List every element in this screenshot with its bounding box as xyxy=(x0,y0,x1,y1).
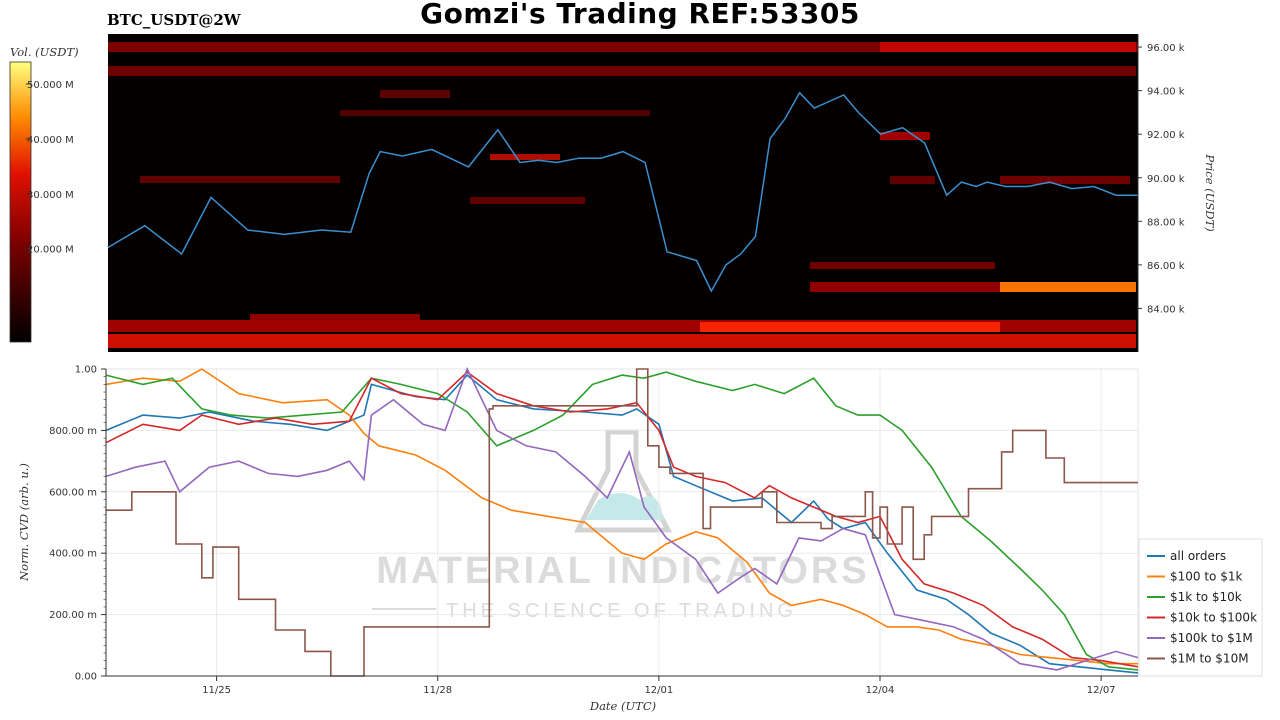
cvd-y-axis: 0.00 200.00 m 400.00 m 600.00 m 800.00 m 1.00 xyxy=(49,365,106,683)
legend-label: $100k to $1M xyxy=(1170,631,1253,645)
flask-icon xyxy=(573,429,673,533)
cvd-y-tick-label: 200.00 m xyxy=(49,610,97,621)
heatmap-cell xyxy=(470,197,585,204)
price-tick-label: 86.00 k xyxy=(1147,261,1185,272)
price-tick-label: 96.00 k xyxy=(1147,43,1185,54)
heatmap-cell xyxy=(890,176,935,184)
price-line xyxy=(107,91,1138,293)
price-tick-label: 90.00 k xyxy=(1147,174,1185,185)
cvd-line-all_orders xyxy=(105,373,1139,674)
watermark-tagline: THE SCIENCE OF TRADING xyxy=(446,600,797,622)
price-tick-label: 92.00 k xyxy=(1147,130,1185,141)
colorbar-gradient xyxy=(9,61,32,343)
price-tick-label: 94.00 k xyxy=(1147,87,1185,98)
cvd-x-tick-label: 12/04 xyxy=(866,685,895,696)
cvd-y-tick-label: 600.00 m xyxy=(49,487,97,498)
heatmap-cell xyxy=(880,132,930,140)
cvd-y-tick-label: 800.00 m xyxy=(49,426,97,437)
watermark-name: MATERIAL INDICATORS xyxy=(376,550,869,592)
heatmap-cell xyxy=(380,90,450,98)
chart-title: Gomzi's Trading REF:53305 xyxy=(420,0,860,30)
legend-items: all orders $100 to $1k $1k to $10k $10k to … xyxy=(1147,549,1257,666)
cvd-x-axis-label: Date (UTC) xyxy=(589,699,656,713)
heatmap-background xyxy=(108,34,1138,352)
cvd-x-tick-label: 11/28 xyxy=(423,685,452,696)
cvd-x-tick-label: 12/07 xyxy=(1087,685,1116,696)
cvd-y-tick-label: 400.00 m xyxy=(49,549,97,560)
cvd-x-tick-label: 11/25 xyxy=(202,685,231,696)
heatmap-cell xyxy=(1000,176,1130,184)
cvd-y-tick-label: 0.00 xyxy=(75,672,97,683)
heatmap-cell xyxy=(810,262,995,269)
heatmap-cell xyxy=(108,42,1138,52)
heatmap-cells xyxy=(108,42,1138,348)
cvd-x-tick-label: 12/01 xyxy=(644,685,673,696)
heatmap-cell xyxy=(490,154,560,160)
heatmap-cell xyxy=(140,176,340,183)
cvd-panel: 0.00 200.00 m 400.00 m 600.00 m 800.00 m 1.00… xyxy=(17,365,1263,713)
colorbar-ticks: 20.000 M 30.000 M 40.000 M 50.000 M xyxy=(26,80,74,256)
heatmap-cell xyxy=(1000,282,1136,292)
heatmap-cell xyxy=(810,282,1136,292)
legend-label: $1k to $10k xyxy=(1170,590,1242,604)
legend-label: $1M to $10M xyxy=(1170,652,1249,666)
cvd-line-r100_1k xyxy=(105,368,1138,665)
colorbar-tick-label: 30.000 M xyxy=(27,190,74,201)
colorbar-tick-label: 20.000 M xyxy=(27,245,74,256)
heatmap-cell xyxy=(250,314,420,322)
legend-label: $10k to $100k xyxy=(1170,611,1257,625)
heatmap-cell xyxy=(108,334,1136,348)
colorbar: Vol. (USDT) 20.000 M 30.000 M 40.000 M 50.0… xyxy=(9,45,79,343)
cvd-line-r100k_1m xyxy=(105,366,1139,671)
legend-box xyxy=(1138,538,1263,677)
price-axis-label: Price (USDT) xyxy=(1203,153,1217,231)
colorbar-label: Vol. (USDT) xyxy=(10,45,79,59)
legend-label: $100 to $1k xyxy=(1170,570,1242,584)
legend: all orders $100 to $1k $1k to $10k $10k to … xyxy=(1138,538,1263,677)
cvd-series-lines xyxy=(105,366,1139,677)
watermark: MATERIAL INDICATORS THE SCIENCE OF TRADI… xyxy=(372,429,869,622)
colorbar-tick-label: 50.000 M xyxy=(27,80,74,91)
cvd-line-r1k_10k xyxy=(105,371,1139,671)
price-tick-label: 84.00 k xyxy=(1147,304,1185,315)
heatmap-cell xyxy=(108,66,1136,76)
cvd-y-tick-label: 1.00 xyxy=(75,365,97,376)
heatmap-cell xyxy=(880,42,1136,52)
chart-subtitle: BTC_USDT@2W xyxy=(107,11,241,29)
cvd-y-axis-label: Norm. CVD (arb. u.) xyxy=(17,463,31,582)
heatmap-cell xyxy=(340,110,650,116)
cvd-x-axis: 11/25 11/28 12/01 12/04 12/07 xyxy=(202,676,1116,696)
cvd-line-r1m_10m xyxy=(106,368,1138,677)
cvd-line-r10k_100k xyxy=(105,371,1139,668)
legend-label: all orders xyxy=(1170,549,1226,563)
price-axis: 84.00 k 86.00 k 88.00 k 90.00 k 92.00 k 94.00… xyxy=(1138,43,1185,315)
colorbar-tick-label: 40.000 M xyxy=(27,135,74,146)
heatmap-panel: 84.00 k 86.00 k 88.00 k 90.00 k 92.00 k 94.00… xyxy=(107,34,1217,352)
price-tick-label: 88.00 k xyxy=(1147,217,1185,228)
heatmap-cell xyxy=(700,322,1000,332)
